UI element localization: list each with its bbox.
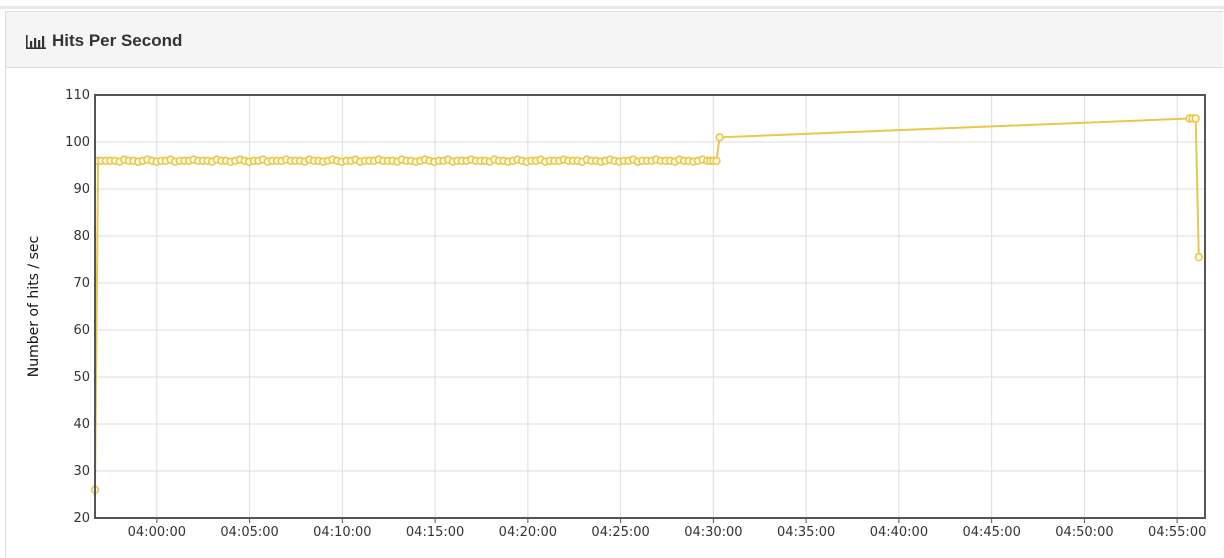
y-tick-label: 60 [73, 323, 90, 338]
y-tick-label: 40 [73, 417, 90, 432]
x-tick-label: 04:50:00 [1055, 525, 1113, 540]
panel-title: Hits Per Second [52, 31, 183, 50]
x-tick-label: 04:30:00 [684, 525, 742, 540]
y-tick-label: 30 [73, 464, 90, 479]
y-tick-label: 100 [65, 135, 90, 150]
x-tick-label: 04:45:00 [962, 525, 1020, 540]
x-tick-label: 04:25:00 [591, 525, 649, 540]
x-tick-label: 04:55:00 [1148, 525, 1206, 540]
data-point [712, 156, 721, 166]
y-tick-label: 50 [73, 370, 90, 385]
y-tick-label: 90 [73, 182, 90, 197]
x-tick-label: 04:05:00 [220, 525, 278, 540]
x-axis-ticks: 04:00:00 04:05:00 04:10:00 04:15:00 04:20:00… [128, 518, 1206, 540]
x-tick-label: 04:20:00 [499, 525, 557, 540]
plot-frame [94, 94, 1206, 519]
y-axis-ticks: 20 30 40 50 60 70 80 90 100 110 [65, 88, 90, 526]
panel-heading: Hits Per Second [6, 12, 1223, 68]
x-tick-label: 04:35:00 [777, 525, 835, 540]
x-tick-label: 04:15:00 [406, 525, 464, 540]
y-tick-label: 110 [65, 88, 90, 103]
y-tick-label: 20 [73, 511, 90, 526]
bar-chart-icon [26, 35, 46, 49]
y-tick-label: 70 [73, 276, 90, 291]
data-point [1191, 114, 1200, 123]
data-point [1194, 252, 1204, 262]
y-tick-label: 80 [73, 229, 90, 244]
x-tick-label: 04:10:00 [313, 525, 371, 540]
hits-per-second-panel: Hits Per Second [5, 11, 1223, 558]
series-line-layer [94, 117, 1200, 490]
series-points-layer [90, 114, 1204, 494]
series-line [94, 117, 1200, 490]
x-tick-label: 04:00:00 [128, 525, 186, 540]
y-axis-title: Number of hits / sec [26, 236, 42, 377]
x-tick-label: 04:40:00 [870, 525, 928, 540]
data-point [715, 133, 724, 142]
top-divider [0, 6, 1224, 9]
